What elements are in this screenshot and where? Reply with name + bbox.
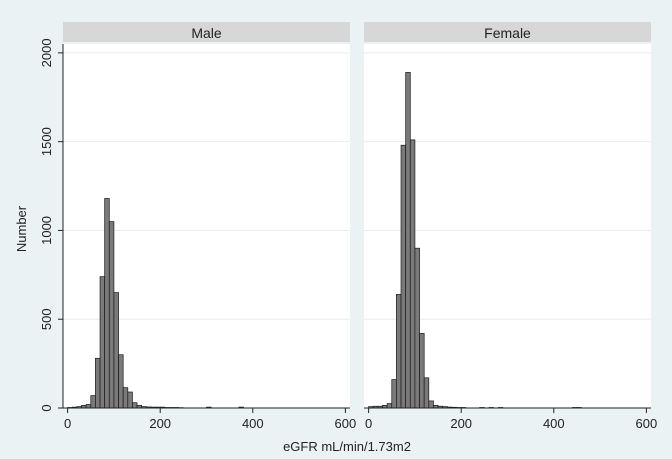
histogram-bar — [386, 403, 393, 409]
x-tick-label: 200 — [450, 416, 472, 431]
histogram-bar — [396, 294, 402, 409]
histogram-bar — [113, 292, 119, 409]
histogram-bar — [132, 402, 138, 409]
histogram-bar — [400, 144, 407, 409]
x-tick-label: 400 — [543, 416, 565, 431]
histogram-bar — [391, 379, 397, 409]
x-tick-label: 0 — [64, 416, 71, 431]
x-axis-label: eGFR mL/min/1.73m2 — [283, 439, 411, 454]
histogram-bar — [419, 333, 425, 409]
histogram-bar — [108, 221, 115, 409]
panel-female: Female 0 200 400 600 — [364, 22, 657, 431]
histogram-bar — [423, 377, 430, 409]
histogram-bar — [122, 387, 129, 409]
x-tick-label: 0 — [365, 416, 372, 431]
x-tick-label: 400 — [242, 416, 264, 431]
y-tick-label: 1000 — [39, 216, 54, 245]
panel-header — [63, 22, 350, 42]
histogram-bar — [99, 276, 106, 409]
y-tick-label: 500 — [39, 308, 54, 330]
x-tick-label: 200 — [149, 416, 171, 431]
histogram-bar — [414, 247, 420, 409]
y-tick-label: 1500 — [39, 127, 54, 156]
histogram-bar — [428, 400, 434, 409]
panel-title: Female — [484, 25, 531, 41]
panel-title: Male — [191, 25, 222, 41]
panel-male: Male 0 200 400 600 0 500 1000 1500 2000 — [39, 22, 356, 431]
x-tick-label: 600 — [335, 416, 357, 431]
histogram-bar — [104, 198, 110, 409]
x-tick-label: 600 — [636, 416, 658, 431]
histogram-bar — [405, 72, 411, 409]
histogram-bar — [95, 357, 101, 409]
histogram-bar — [118, 354, 124, 409]
histogram-bar — [90, 395, 96, 409]
histogram-bar — [127, 391, 133, 409]
panel-header — [364, 22, 651, 42]
y-tick-label: 2000 — [39, 38, 54, 67]
y-axis-label: Number — [14, 205, 29, 252]
histogram-bar — [85, 404, 92, 409]
y-tick-label: 0 — [39, 404, 54, 411]
histogram-bar — [409, 139, 416, 409]
